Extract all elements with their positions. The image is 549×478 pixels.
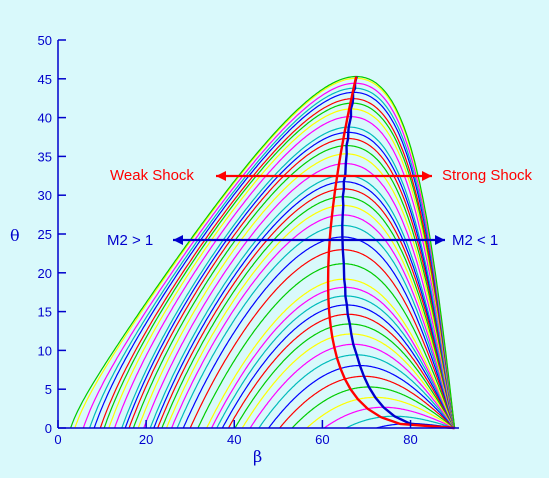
mach-curve: [124, 131, 456, 429]
mach-curve: [114, 116, 456, 429]
mach-curve: [82, 82, 456, 429]
axes: 0 5 10 15 20 25 30 35 40 45 50 0 20 40 60 80: [38, 33, 459, 447]
y-tick-label: 25: [38, 227, 52, 242]
mach-curve: [206, 278, 456, 429]
m2-greater-than-1-label: M2 > 1: [107, 232, 153, 249]
y-tick-label: 10: [38, 343, 52, 358]
y-tick-label: 5: [45, 382, 52, 397]
m2-lt-1-arrow-head: [435, 235, 445, 245]
mach-curve: [99, 98, 456, 429]
y-tick-label: 20: [38, 266, 52, 281]
x-axis-title: β: [253, 447, 262, 466]
y-tick-label: 50: [38, 33, 52, 48]
mach-curve: [132, 145, 456, 429]
mach-curve: [306, 396, 455, 429]
strong-shock-label: Strong Shock: [442, 167, 533, 184]
mach-curve: [89, 87, 456, 429]
mach-curve: [268, 364, 456, 429]
mach-curve: [70, 75, 456, 429]
y-tick-label: 0: [45, 421, 52, 436]
y-axis-title: θ: [10, 226, 20, 245]
m2-less-than-1-label: M2 < 1: [452, 232, 498, 249]
mach-curve: [108, 108, 456, 429]
mach-curve: [149, 174, 456, 429]
annotations: Weak Shock Strong Shock M2 > 1 M2 < 1 θ …: [10, 167, 533, 466]
mach-curve: [143, 163, 456, 429]
mach-curve: [279, 375, 455, 429]
y-tick-label: 35: [38, 149, 52, 164]
mach-curves: [70, 75, 456, 429]
mach-curve: [176, 224, 456, 429]
mach-curve: [291, 386, 455, 429]
weak-shock-label: Weak Shock: [110, 167, 194, 184]
mach-curve: [137, 153, 456, 429]
mach-curve: [171, 214, 456, 429]
sonic-line: [326, 76, 455, 430]
locus-lines: [326, 76, 455, 430]
x-tick-label: 80: [403, 432, 417, 447]
mach-curve: [197, 263, 456, 429]
mach-curve: [182, 236, 456, 429]
mach-curve: [189, 249, 456, 429]
mach-curve: [161, 196, 456, 429]
mach-curve: [153, 181, 456, 429]
mach-curve: [323, 406, 455, 429]
y-tick-label: 15: [38, 305, 52, 320]
mach-curve: [157, 188, 456, 429]
mach-curve: [165, 204, 456, 429]
mach-curve: [221, 304, 456, 429]
mach-curve: [345, 415, 455, 429]
y-tick-label: 45: [38, 72, 52, 87]
max-deflection-line: [341, 76, 455, 430]
mach-curve: [103, 102, 456, 429]
mach-curve: [74, 77, 456, 429]
mach-curve: [227, 313, 456, 429]
y-tick-label: 30: [38, 188, 52, 203]
mach-curve: [234, 323, 456, 429]
mach-curve: [121, 126, 456, 429]
x-tick-label: 60: [315, 432, 329, 447]
strong-shock-arrow-head: [422, 171, 432, 181]
x-tick-label: 20: [139, 432, 153, 447]
x-tick-label: 0: [54, 432, 61, 447]
weak-shock-arrow-head: [216, 171, 226, 181]
x-tick-label: 40: [227, 432, 241, 447]
mach-curve: [211, 286, 456, 429]
m2-gt-1-arrow-head: [173, 235, 183, 245]
mach-curve: [128, 137, 456, 429]
mach-curve: [216, 295, 456, 429]
mach-curve: [241, 333, 456, 429]
y-tick-label: 40: [38, 111, 52, 126]
mach-curve: [93, 91, 456, 429]
